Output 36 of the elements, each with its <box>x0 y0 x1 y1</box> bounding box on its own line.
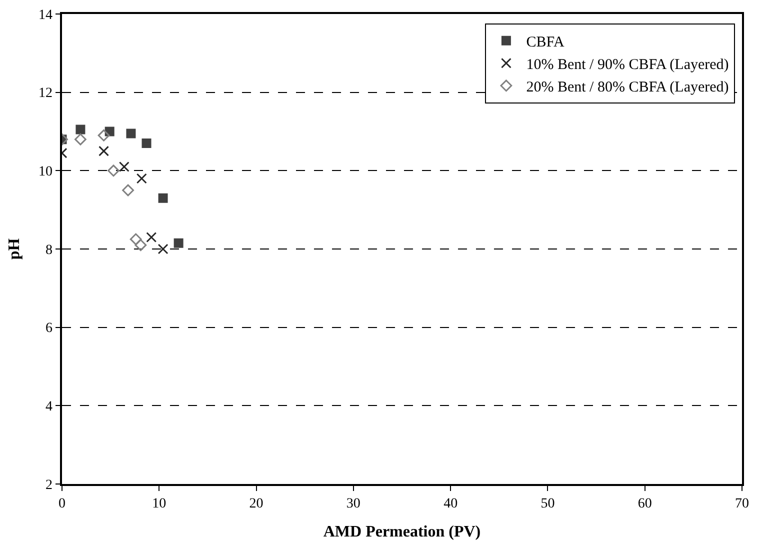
y-tick-label: 8 <box>45 242 52 258</box>
legend-label: 10% Bent / 90% CBFA (Layered) <box>526 57 729 73</box>
y-axis-title: pH <box>6 238 23 260</box>
x-tick-label: 70 <box>735 496 749 512</box>
legend-label: 20% Bent / 80% CBFA (Layered) <box>526 80 729 96</box>
x-tick-label: 30 <box>346 496 360 512</box>
x-tick-label: 60 <box>638 496 652 512</box>
y-tick-label: 12 <box>38 86 52 102</box>
x-axis-title: AMD Permeation (PV) <box>323 524 481 541</box>
y-tick-label: 6 <box>45 321 52 336</box>
point <box>76 124 86 134</box>
y-tick-label: 14 <box>38 8 52 23</box>
point <box>158 244 168 254</box>
point <box>142 138 152 148</box>
point <box>118 162 130 172</box>
point <box>158 193 168 203</box>
point <box>134 239 147 252</box>
point <box>126 128 136 138</box>
point <box>74 133 86 146</box>
x-tick-label: 40 <box>444 496 458 512</box>
x-tick-label: 0 <box>58 496 66 512</box>
point <box>98 146 110 156</box>
point <box>122 184 134 196</box>
y-tick-label: 10 <box>38 164 52 180</box>
x-tick-label: 10 <box>152 496 166 512</box>
point <box>174 238 184 248</box>
y-tick-label: 2 <box>45 478 52 493</box>
point <box>136 173 147 184</box>
point <box>130 233 142 246</box>
y-tick-label: 4 <box>45 400 52 415</box>
point <box>98 129 110 142</box>
x-tick-label: 20 <box>249 496 264 512</box>
legend-label: CBFA <box>526 34 564 50</box>
x-tick-label: 50 <box>540 496 555 512</box>
point <box>146 232 157 242</box>
point <box>108 164 120 177</box>
